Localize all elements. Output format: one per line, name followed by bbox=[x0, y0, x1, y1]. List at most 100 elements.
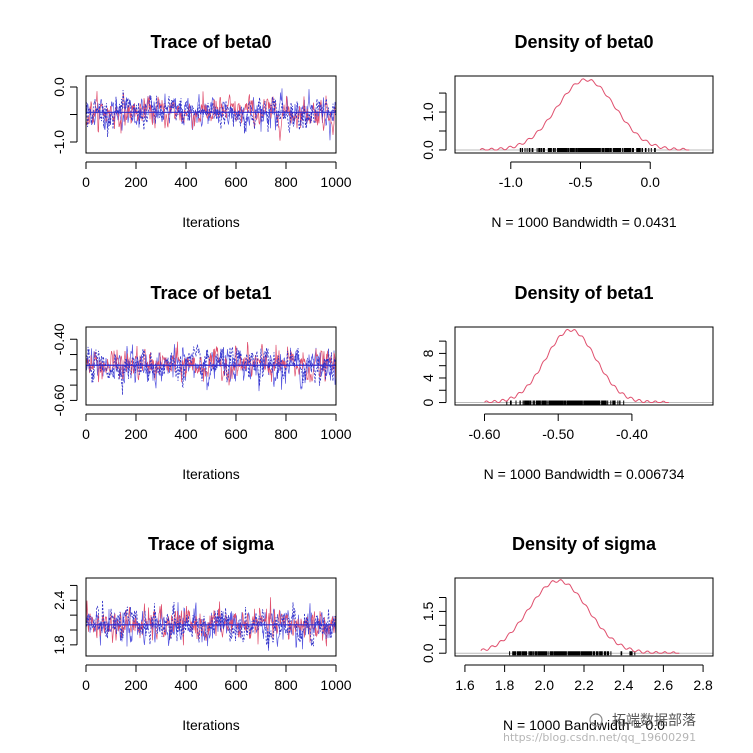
x-tick-label: -1.0 bbox=[499, 174, 523, 190]
y-axis: -1.0 0.0 bbox=[51, 77, 78, 154]
x-axis: 1.6 1.8 2.0 2.2 2.4 2.6 2.8 bbox=[455, 664, 713, 693]
x-tick-label: -0.5 bbox=[568, 174, 592, 190]
trace-chain-3 bbox=[86, 600, 336, 649]
data-marks bbox=[455, 78, 713, 152]
y-tick-label: 8 bbox=[420, 349, 436, 357]
x-tick-label: 0 bbox=[82, 677, 90, 693]
density-curve bbox=[480, 579, 680, 654]
y-axis: -0.60 -0.40 bbox=[51, 323, 78, 416]
x-axis-label: N = 1000 Bandwidth = 0.0431 bbox=[491, 214, 676, 230]
x-tick-label: 2.8 bbox=[693, 677, 713, 693]
watermark-brand: 拓端数据部落 bbox=[612, 713, 696, 729]
y-tick-label: 4 bbox=[420, 374, 436, 382]
x-tick-label: 0.0 bbox=[641, 174, 661, 190]
data-marks bbox=[455, 579, 713, 656]
x-tick-label: 2.0 bbox=[535, 677, 555, 693]
x-axis-label: N = 1000 Bandwidth = 0.006734 bbox=[484, 466, 685, 482]
x-tick-label: 200 bbox=[124, 677, 148, 693]
x-tick-label: 400 bbox=[174, 426, 198, 442]
x-tick-label: -0.40 bbox=[616, 426, 648, 442]
x-tick-label: 0 bbox=[82, 174, 90, 190]
y-axis: 1.8 2.4 bbox=[51, 584, 78, 655]
watermark-url: https://blog.csdn.net/qq_19600291 bbox=[503, 731, 696, 744]
x-tick-label: 2.6 bbox=[654, 677, 674, 693]
trace-chain-3 bbox=[86, 90, 336, 138]
y-tick-label: 0.0 bbox=[51, 77, 67, 97]
y-tick-label: 1.5 bbox=[420, 601, 436, 621]
panel-title: Trace of sigma bbox=[148, 534, 275, 554]
x-tick-label: 1.8 bbox=[495, 677, 515, 693]
plot-frame bbox=[85, 326, 337, 406]
y-axis: 0 4 8 bbox=[420, 340, 447, 406]
rug-marks bbox=[506, 400, 625, 405]
x-tick-label: 0 bbox=[82, 426, 90, 442]
panel-5: Density of sigma N = 1000 Bandwidth = 0.0… bbox=[420, 534, 714, 733]
panel-4: Trace of sigma Iterations 0 200 400 600 800 100… bbox=[51, 534, 352, 733]
y-axis: 0.0 1.0 bbox=[420, 92, 447, 160]
panel-title: Density of beta0 bbox=[514, 32, 653, 52]
y-axis: 0.0 1.5 bbox=[420, 597, 447, 663]
x-tick-label: 800 bbox=[274, 174, 298, 190]
y-tick-label: 2.4 bbox=[51, 590, 67, 610]
y-tick-label: 0.0 bbox=[420, 643, 436, 663]
x-axis-label: Iterations bbox=[182, 717, 240, 733]
watermark: 拓端数据部落 https://blog.csdn.net/qq_19600291 bbox=[503, 713, 696, 744]
plot-frame bbox=[454, 326, 714, 406]
x-tick-label: 1000 bbox=[320, 174, 351, 190]
plot-frame bbox=[454, 577, 714, 657]
rug-marks bbox=[509, 651, 636, 656]
x-axis: 0 200 400 600 800 1000 bbox=[82, 413, 352, 442]
x-axis-label: N = 1000 Bandwidth = 0.0 bbox=[503, 717, 665, 733]
x-tick-label: 800 bbox=[274, 677, 298, 693]
y-tick-label: -0.60 bbox=[51, 384, 67, 416]
panel-2: Trace of beta1 Iterations 0 200 400 600 800 100… bbox=[51, 283, 352, 482]
data-marks bbox=[455, 328, 713, 405]
x-tick-label: -0.50 bbox=[542, 426, 574, 442]
y-tick-label: 1.8 bbox=[51, 635, 67, 655]
plot-frame bbox=[85, 577, 337, 657]
density-curve bbox=[479, 78, 690, 151]
x-axis-label: Iterations bbox=[182, 466, 240, 482]
x-tick-label: -0.60 bbox=[469, 426, 501, 442]
y-tick-label: 0 bbox=[420, 398, 436, 406]
panel-0: Trace of beta0 Iterations 0 200 400 600 800 100… bbox=[51, 32, 352, 230]
y-tick-label: -1.0 bbox=[51, 130, 67, 154]
data-marks bbox=[86, 597, 336, 651]
data-marks bbox=[86, 88, 336, 141]
panel-title: Density of sigma bbox=[512, 534, 657, 554]
y-tick-label: 1.0 bbox=[420, 102, 436, 122]
density-curve bbox=[484, 328, 669, 404]
x-tick-label: 1000 bbox=[320, 426, 351, 442]
x-axis: 0 200 400 600 800 1000 bbox=[82, 664, 352, 693]
trace-chain-2 bbox=[86, 341, 336, 386]
x-tick-label: 400 bbox=[174, 677, 198, 693]
x-axis: 0 200 400 600 800 1000 bbox=[82, 161, 352, 190]
x-tick-label: 1.6 bbox=[455, 677, 475, 693]
x-tick-label: 800 bbox=[274, 426, 298, 442]
panel-title: Trace of beta1 bbox=[150, 283, 271, 303]
x-tick-label: 200 bbox=[124, 174, 148, 190]
panel-title: Density of beta1 bbox=[514, 283, 653, 303]
wechat-icon bbox=[589, 713, 603, 727]
y-tick-label: 0.0 bbox=[420, 140, 436, 160]
plot-frame bbox=[454, 75, 714, 154]
x-axis-label: Iterations bbox=[182, 214, 240, 230]
x-tick-label: 2.2 bbox=[574, 677, 594, 693]
trace-chain-3 bbox=[86, 344, 336, 395]
y-tick-label: -0.40 bbox=[51, 323, 67, 355]
x-tick-label: 2.4 bbox=[614, 677, 634, 693]
x-tick-label: 600 bbox=[224, 426, 248, 442]
x-tick-label: 1000 bbox=[320, 677, 351, 693]
panel-3: Density of beta1 N = 1000 Bandwidth = 0.0… bbox=[420, 283, 714, 482]
x-axis: -0.60 -0.50 -0.40 bbox=[469, 413, 648, 442]
x-axis: -1.0 -0.5 0.0 bbox=[499, 161, 661, 190]
x-tick-label: 600 bbox=[224, 677, 248, 693]
x-tick-label: 600 bbox=[224, 174, 248, 190]
panel-title: Trace of beta0 bbox=[150, 32, 271, 52]
plot-frame bbox=[85, 75, 337, 154]
data-marks bbox=[86, 341, 336, 395]
x-tick-label: 400 bbox=[174, 174, 198, 190]
rug-marks bbox=[519, 147, 656, 152]
panel-1: Density of beta0 N = 1000 Bandwidth = 0.0… bbox=[420, 32, 714, 230]
